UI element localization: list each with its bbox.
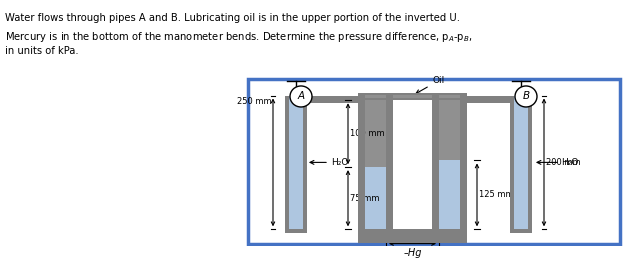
Bar [289, 95, 303, 229]
Bar [514, 95, 528, 229]
Bar [285, 229, 307, 233]
Bar [528, 95, 532, 229]
Text: 100 mm: 100 mm [350, 129, 384, 138]
Bar [365, 167, 386, 229]
Bar [307, 98, 358, 101]
Text: in units of kPa.: in units of kPa. [5, 46, 79, 56]
Bar [467, 98, 510, 101]
Bar [248, 79, 620, 244]
Bar [307, 95, 358, 103]
Bar [432, 93, 439, 229]
Circle shape [515, 86, 537, 107]
Bar [365, 229, 460, 240]
Text: A: A [298, 92, 304, 101]
Bar [365, 100, 386, 167]
Text: 250 mm: 250 mm [238, 98, 272, 107]
Bar [358, 229, 467, 243]
Bar [510, 229, 532, 233]
Bar [358, 93, 365, 229]
Text: Oil: Oil [416, 76, 445, 94]
Bar [303, 95, 307, 229]
Bar [439, 100, 460, 160]
Text: Mercury is in the bottom of the manometer bends. Determine the pressure differen: Mercury is in the bottom of the manomete… [5, 30, 472, 44]
Text: 125 mm: 125 mm [479, 190, 514, 199]
Text: Water flows through pipes A and B. Lubricating oil is in the upper portion of th: Water flows through pipes A and B. Lubri… [5, 13, 460, 23]
Bar [510, 95, 514, 229]
Bar [358, 93, 467, 100]
Text: –Hg: –Hg [403, 248, 422, 258]
Bar [439, 160, 460, 229]
Text: H₂O: H₂O [331, 158, 348, 167]
Circle shape [290, 86, 312, 107]
Bar [365, 95, 460, 98]
Bar [386, 93, 393, 229]
Text: H₂O: H₂O [561, 158, 578, 167]
Text: B: B [522, 92, 529, 101]
Text: 100 mm: 100 mm [395, 233, 430, 242]
Bar [460, 93, 467, 229]
Text: 200 mm: 200 mm [546, 158, 581, 167]
Bar [467, 95, 510, 103]
Bar [285, 95, 289, 229]
Text: 75 mm: 75 mm [350, 194, 379, 203]
